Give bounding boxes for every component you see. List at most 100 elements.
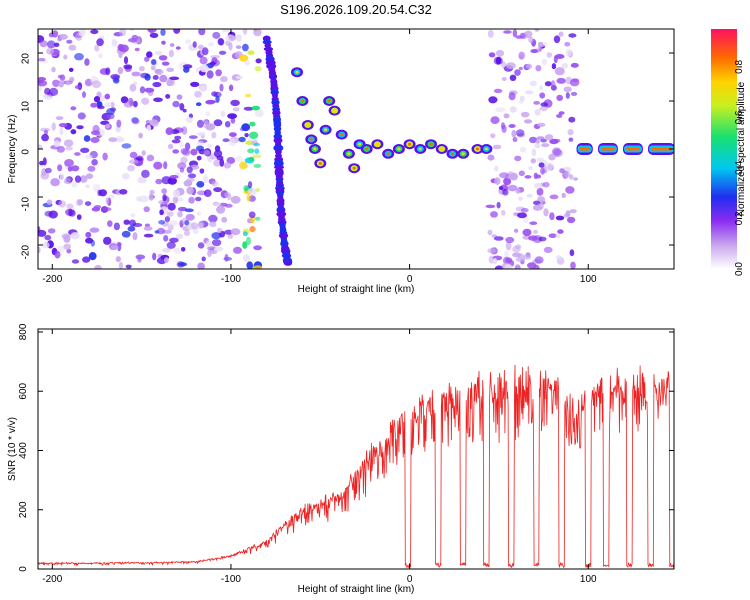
spectrogram-noise-blob xyxy=(141,97,150,106)
snr-frame xyxy=(37,328,675,570)
spectrogram-noise-blob xyxy=(207,249,212,258)
spectrogram-noise-blob xyxy=(196,140,204,146)
spectrogram-noise-blob xyxy=(105,67,111,76)
spectrogram-noise-blob xyxy=(91,80,102,89)
spectrogram-noise-blob xyxy=(494,177,501,185)
spectrogram-noise-blob xyxy=(569,209,577,214)
spectrogram-noise-blob xyxy=(487,229,493,236)
colorbar-gradient xyxy=(711,29,737,269)
spectrogram-noise-blob xyxy=(61,233,71,240)
snr-line xyxy=(38,364,674,569)
spectrogram-noise-blob xyxy=(143,233,154,238)
spectrogram-noise-blob xyxy=(84,58,90,66)
spectrogram-noise-blob xyxy=(216,205,226,214)
spectrogram-noise-blob xyxy=(527,262,537,269)
spectrogram-noise-blob xyxy=(541,143,550,148)
spectrogram-noise-blob xyxy=(487,248,496,254)
spectrogram-noise-blob xyxy=(517,212,527,219)
spectrogram-noise-blob xyxy=(99,95,106,102)
spectrogram-noise-blob xyxy=(215,69,222,77)
spectrogram-noise-blob xyxy=(96,105,105,110)
spectrogram-noise-blob xyxy=(139,86,146,94)
spectrogram-noise-blob xyxy=(570,62,579,68)
spectrogram-noise-blob xyxy=(199,85,208,92)
spectrogram-noise-blob xyxy=(46,40,56,49)
spectrogram-noise-blob xyxy=(169,237,179,243)
signal-blob xyxy=(358,142,362,146)
spectrogram-noise-blob xyxy=(528,136,538,144)
spectrogram-noise-blob xyxy=(550,80,556,89)
spectrogram-noise-blob xyxy=(246,261,253,269)
spectrogram-noise-blob xyxy=(158,200,168,205)
spectrogram-noise-blob xyxy=(195,196,202,202)
spectrogram-noise-blob xyxy=(543,246,553,253)
spectrogram-noise-blob xyxy=(154,68,164,76)
spectrogram-noise-blob xyxy=(45,167,52,174)
spectrogram-noise-blob xyxy=(501,61,506,68)
spectrogram-noise-blob xyxy=(40,171,50,180)
spectrogram-noise-blob xyxy=(90,102,98,108)
spectrogram-noise-blob xyxy=(539,85,544,91)
spectrogram-noise-blob xyxy=(534,143,541,149)
signal-blob xyxy=(475,147,480,151)
spectrogram-noise-blob xyxy=(38,85,43,92)
spectrogram-noise-blob xyxy=(90,29,99,35)
spectrogram-noise-blob xyxy=(70,106,77,111)
spectrogram-noise-blob xyxy=(161,248,172,253)
spectrogram-ylabel: Frequency (Hz) xyxy=(7,115,18,184)
spectrogram-noise-blob xyxy=(199,64,209,73)
spectrogram-noise-blob xyxy=(249,131,259,139)
spectrogram-noise-blob xyxy=(563,86,572,93)
spectrogram-noise-blob xyxy=(116,241,122,247)
snr-ticks: -200 -100 0 100 0 200 400 600 800 xyxy=(18,323,674,585)
spectrogram-noise-blob xyxy=(525,63,533,69)
spectrogram-noise-blob xyxy=(201,47,209,56)
spectrogram-noise-blob xyxy=(164,216,171,223)
snr-xlabel: Height of straight line (km) xyxy=(298,584,415,595)
spectrogram-ytick-label: 20 xyxy=(21,53,32,65)
spectrogram-noise-blob xyxy=(239,161,248,170)
spectrogram-noise-blob xyxy=(202,175,209,184)
spectrogram-noise-blob xyxy=(121,173,130,180)
signal-blob xyxy=(295,70,299,74)
spectrogram-noise-blob xyxy=(74,53,84,61)
spectrogram-ytick-label: 0 xyxy=(21,149,32,155)
spectrogram-noise-blob xyxy=(508,124,516,128)
signal-blob xyxy=(347,152,351,156)
spectrogram-noise-blob xyxy=(201,256,206,262)
spectrogram-noise-blob xyxy=(185,213,195,221)
spectrogram-noise-blob xyxy=(164,257,169,263)
spectrogram-noise-blob xyxy=(120,96,129,104)
spectrogram-noise-blob xyxy=(198,44,204,50)
spectrogram-noise-blob xyxy=(254,109,264,118)
spectrogram-noise-blob xyxy=(253,29,262,37)
spectrogram-xtick-label: -100 xyxy=(221,274,241,285)
spectrogram-noise-blob xyxy=(80,147,90,153)
spectrogram-noise-blob xyxy=(70,129,77,135)
spectrogram-xlabel: Height of straight line (km) xyxy=(298,284,415,295)
spectrogram-noise-blob xyxy=(102,152,108,161)
spectrogram-noise-blob xyxy=(94,44,100,52)
spectrogram-noise-blob xyxy=(512,29,518,38)
spectrogram-trace-blob xyxy=(262,39,272,45)
spectrogram-noise-blob xyxy=(38,80,48,87)
spectrogram-noise-blob xyxy=(47,228,56,234)
spectrogram-noise-blob xyxy=(197,242,205,249)
spectrogram-noise-blob xyxy=(518,196,523,201)
spectrogram-noise-blob xyxy=(155,178,163,185)
signal-blob xyxy=(450,152,455,156)
spectrogram-noise-blob xyxy=(96,38,104,47)
spectrogram-noise-blob xyxy=(533,200,541,205)
spectrogram-noise-blob xyxy=(59,127,64,136)
spectrogram-noise-blob xyxy=(568,116,576,123)
spectrogram-noise-blob xyxy=(243,106,254,111)
spectrogram-noise-blob xyxy=(66,39,73,44)
spectrogram-noise-blob xyxy=(94,264,102,269)
spectrogram-noise-blob xyxy=(152,252,157,261)
spectrogram-noise-blob xyxy=(129,83,137,92)
signal-blob xyxy=(365,147,369,151)
spectrogram-noise-blob xyxy=(89,227,100,233)
